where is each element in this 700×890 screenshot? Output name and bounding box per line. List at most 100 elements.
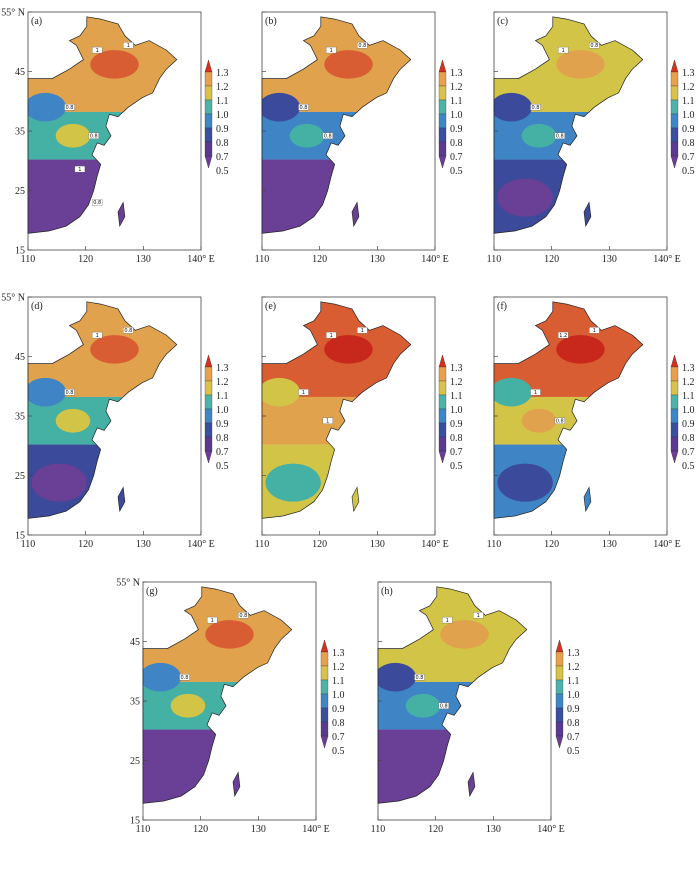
field-blob	[205, 620, 254, 649]
map-panel-d: 1 0.8 0.8 (d) 110 120 130 140° E 55° N 45 35 25 15 1.…	[1, 293, 228, 551]
colorbar-segment	[438, 85, 447, 101]
colorbar-label: 0.7	[682, 152, 695, 163]
colorbar-label: 0.5	[682, 166, 695, 177]
contour-label-box	[554, 132, 565, 139]
colorbar-label: 0.9	[332, 704, 345, 715]
colorbar-label: 1.1	[450, 96, 463, 107]
colorbar-segment	[438, 380, 447, 396]
lon-tick-label: 120	[428, 824, 443, 835]
colorbar-label: 1.3	[216, 68, 229, 79]
colorbar-label: 1.0	[216, 405, 229, 416]
colorbar-label: 1.1	[682, 391, 695, 402]
colorbar-segment	[438, 394, 447, 410]
contour-label: 0.8	[300, 105, 308, 111]
field-blob	[289, 408, 325, 433]
lon-tick-label: 130	[370, 539, 385, 550]
map-panel-h: 1 1 0.8 0.8 (h) 110 120 130 140° E 1.3 1.2 1.1 1.0 0.…	[371, 581, 580, 835]
colorbar-segment	[320, 651, 329, 667]
colorbar-bottom-arrow	[438, 450, 447, 464]
contour-label: 1	[534, 390, 537, 396]
contour-label: 0.8	[324, 133, 332, 139]
colorbar-segment	[438, 113, 447, 129]
colorbar-segment	[204, 127, 213, 143]
contour-label-box	[207, 616, 218, 624]
contour-label: 0.8	[532, 105, 540, 111]
field-blob	[262, 92, 301, 122]
colorbar-segment	[438, 141, 447, 157]
contour-label: 0.8	[556, 418, 564, 424]
panel-tag: (c)	[497, 16, 508, 27]
colorbar-label: 0.5	[682, 461, 695, 472]
colorbar-label: 1.3	[682, 68, 695, 79]
lon-tick-label: 110	[487, 254, 502, 265]
contour-label: 0.8	[590, 43, 598, 49]
panel-tag: (h)	[381, 586, 393, 597]
colorbar-label: 1.2	[216, 377, 229, 388]
colorbar-segment	[670, 113, 679, 129]
taiwan-island	[467, 771, 476, 798]
colorbar-label: 0.9	[682, 419, 695, 430]
lon-tick-label: 120	[544, 254, 559, 265]
field-blob	[265, 178, 321, 217]
colorbar-top-arrow	[320, 639, 329, 653]
colorbar-label: 0.5	[450, 461, 463, 472]
panel-tag: (b)	[265, 16, 277, 27]
colorbar-top-arrow	[438, 354, 447, 368]
contour-label-box	[322, 132, 333, 139]
colorbar-top-arrow	[438, 59, 447, 73]
contour-label: 1	[330, 333, 333, 339]
colorbar-label: 1.2	[450, 82, 463, 93]
colorbar-label: 0.8	[450, 433, 463, 444]
contour-label: 1	[96, 48, 99, 54]
contour-label-box	[298, 104, 309, 111]
colorbar-top-arrow	[204, 354, 213, 368]
colorbar: 1.3 1.2 1.1 1.0 0.9 0.8 0.7 0.5	[438, 354, 463, 472]
colorbar-segment	[670, 99, 679, 115]
colorbar: 1.3 1.2 1.1 1.0 0.9 0.8 0.7 0.5	[438, 59, 463, 177]
colorbar-label: 1.3	[332, 648, 345, 659]
field-blob	[146, 748, 202, 787]
lon-tick-label: 120	[78, 539, 93, 550]
colorbar-segment	[670, 141, 679, 157]
lon-tick-label: 130	[136, 539, 151, 550]
colorbar-segment	[555, 651, 564, 667]
colorbar-label: 0.9	[216, 419, 229, 430]
field-blob	[324, 335, 373, 364]
colorbar-label: 0.7	[216, 447, 229, 458]
field-blob	[521, 408, 557, 433]
field-blob	[494, 92, 533, 122]
panel-tag: (a)	[31, 16, 42, 27]
contour-label-box	[530, 104, 541, 111]
colorbar-label: 0.7	[682, 447, 695, 458]
colorbar-label: 1.0	[450, 110, 463, 121]
colorbar-label: 1.0	[450, 405, 463, 416]
contour-label: 0.8	[239, 613, 247, 619]
colorbar-label: 1.3	[450, 68, 463, 79]
colorbar-label: 0.8	[682, 138, 695, 149]
contour-label-box	[558, 331, 569, 339]
field-blob	[28, 377, 67, 407]
lat-tick-label: 55° N	[116, 578, 140, 589]
field-blob	[497, 178, 553, 217]
contour-label: 0.8	[66, 390, 74, 396]
field-blob	[55, 408, 91, 433]
lon-tick-label: 110	[21, 539, 36, 550]
field-blob	[55, 123, 91, 148]
colorbar-label: 0.9	[216, 124, 229, 135]
lat-tick-label: 35	[130, 697, 140, 708]
contour-label: 1	[96, 333, 99, 339]
colorbar-label: 1.3	[682, 363, 695, 374]
colorbar-label: 1.2	[682, 377, 695, 388]
colorbar-segment	[555, 665, 564, 681]
colorbar-segment	[438, 408, 447, 424]
lat-tick-label: 45	[130, 637, 140, 648]
colorbar-label: 0.5	[216, 166, 229, 177]
contour-label-box	[92, 331, 103, 339]
field-blob	[324, 50, 373, 79]
colorbar-segment	[555, 707, 564, 723]
colorbar-label: 0.5	[332, 746, 345, 757]
contour-label: 0.8	[416, 675, 424, 681]
colorbar-segment	[670, 380, 679, 396]
contour-label: 0.8	[556, 133, 564, 139]
